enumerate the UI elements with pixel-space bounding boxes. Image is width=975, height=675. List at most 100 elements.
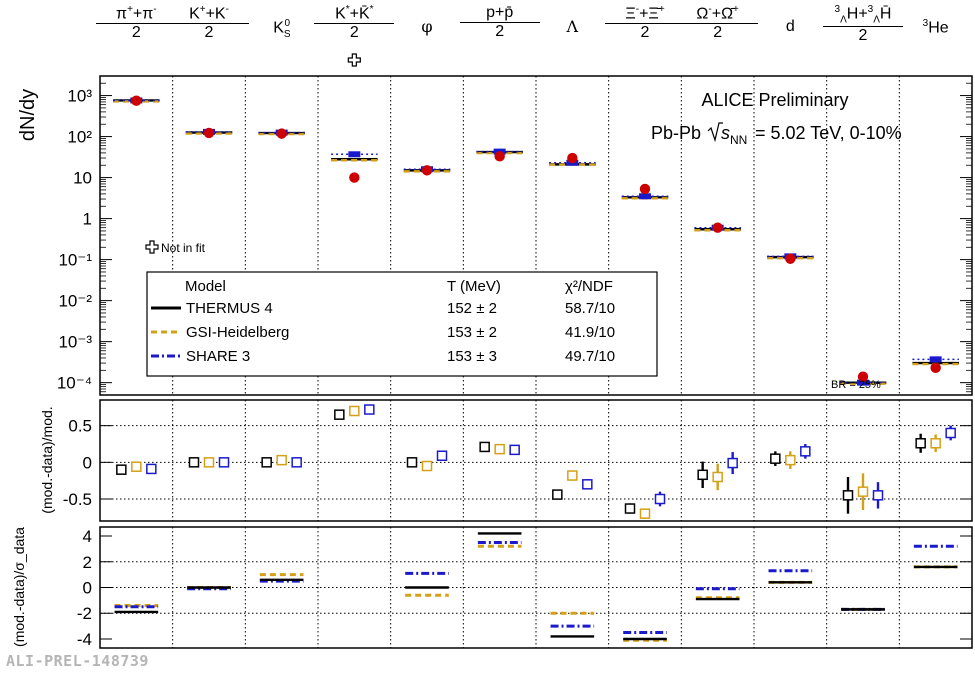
y-axis-label-bottom: (mod.-data)/σ_data bbox=[11, 527, 27, 647]
thermus-ratio-marker bbox=[842, 490, 854, 501]
legend-chi2: 41.9/10 bbox=[565, 324, 615, 341]
gsi-ratio-marker bbox=[494, 443, 505, 455]
annotation-title: ALICE Preliminary bbox=[701, 90, 848, 110]
thermus-ratio-marker bbox=[552, 489, 563, 500]
share-ratio-marker bbox=[582, 479, 593, 490]
particle-label-he3: 3He bbox=[922, 18, 949, 37]
share-ratio-marker bbox=[291, 457, 302, 468]
y-axis-label-top: dN/dy bbox=[17, 89, 39, 141]
thermus-ratio-marker bbox=[188, 457, 200, 468]
legend-header: χ²/NDF bbox=[565, 278, 613, 295]
gsi-ratio-marker bbox=[567, 470, 578, 481]
thermus-ratio-marker bbox=[261, 457, 272, 468]
data-point bbox=[203, 127, 215, 139]
legend-temperature: 153 ± 3 bbox=[447, 348, 497, 365]
particle-label-kaon: K++K- 2 bbox=[169, 4, 249, 42]
y-tick-label: 2 bbox=[83, 553, 92, 572]
particle-label-kstar: K*+K̄* 2 bbox=[314, 4, 395, 42]
data-point bbox=[785, 253, 796, 264]
particle-label-xi: Ξ-+Ξ̄+ 2 bbox=[605, 4, 685, 42]
particle-label-pion: π++π- 2 bbox=[96, 4, 177, 42]
gsi-ratio-marker bbox=[203, 457, 215, 468]
data-point bbox=[857, 371, 869, 382]
particle-label-phi: φ bbox=[421, 17, 433, 36]
gsi-ratio-marker bbox=[639, 508, 651, 519]
annotation-br: BR = 25% bbox=[831, 379, 881, 391]
data-point bbox=[567, 152, 578, 164]
thermus-ratio-marker bbox=[770, 453, 781, 464]
y-tick-label: 0 bbox=[83, 579, 92, 598]
data-point bbox=[639, 183, 651, 195]
y-tick-label: 10⁻³ bbox=[58, 333, 92, 352]
thermus-ratio-marker bbox=[334, 409, 345, 420]
annotation-system: Pb-Pb bbox=[651, 123, 701, 143]
data-point bbox=[712, 222, 723, 233]
legend-model-name: GSI-Heidelberg bbox=[186, 324, 289, 341]
y-tick-label: -4 bbox=[77, 630, 92, 649]
thermus-ratio-marker bbox=[697, 469, 708, 481]
legend-chi2: 49.7/10 bbox=[565, 348, 615, 365]
y-tick-label: 1 bbox=[83, 210, 92, 229]
y-tick-label: 4 bbox=[83, 527, 92, 546]
particle-label-lambda: Λ bbox=[566, 17, 579, 36]
y-tick-label: 10³ bbox=[67, 87, 92, 106]
share-ratio-marker bbox=[945, 427, 956, 439]
data-point bbox=[930, 362, 941, 374]
not-in-fit-legend-marker bbox=[145, 240, 159, 254]
legend-model-name: SHARE 3 bbox=[186, 348, 250, 365]
legend-header: T (MeV) bbox=[447, 278, 501, 295]
y-tick-label: 10⁻⁴ bbox=[57, 374, 92, 393]
annotation-energy: = 5.02 TeV, 0-10% bbox=[755, 123, 902, 143]
y-axis-label-mid: (mod.-data)/mod. bbox=[39, 406, 55, 513]
thermus-ratio-marker bbox=[479, 441, 490, 453]
figure-tag: ALI-PREL-148739 bbox=[6, 652, 149, 670]
share-ratio-marker bbox=[800, 446, 811, 457]
legend-header: Model bbox=[185, 278, 226, 295]
legend-temperature: 152 ± 2 bbox=[447, 300, 497, 317]
data-point bbox=[276, 128, 287, 139]
annotation-nn: NN bbox=[730, 133, 747, 147]
share-ratio-marker bbox=[509, 444, 520, 456]
gsi-ratio-marker bbox=[421, 460, 433, 472]
thermus-ratio-marker bbox=[915, 438, 926, 449]
y-tick-label: -2 bbox=[77, 604, 92, 623]
y-tick-label: 0 bbox=[83, 453, 92, 472]
sqrt-symbol bbox=[707, 122, 723, 143]
share-marker bbox=[348, 151, 361, 158]
share-ratio-marker bbox=[727, 457, 738, 469]
share-marker bbox=[639, 193, 651, 200]
data-point bbox=[349, 172, 360, 183]
y-tick-label: 10⁻² bbox=[58, 292, 92, 311]
legend-temperature: 153 ± 2 bbox=[447, 324, 497, 341]
share-ratio-marker bbox=[146, 463, 157, 475]
gsi-ratio-marker bbox=[930, 438, 941, 449]
not-in-fit-label: Not in fit bbox=[161, 241, 206, 255]
share-ratio-marker bbox=[364, 404, 375, 415]
legend-model-name: THERMUS 4 bbox=[186, 300, 273, 317]
particle-label-k0s: KS0 bbox=[273, 18, 291, 40]
y-tick-label: 10 bbox=[73, 169, 92, 188]
particle-label-omega: Ω-+Ω̄+ 2 bbox=[677, 4, 758, 42]
gsi-ratio-marker bbox=[712, 471, 723, 483]
y-tick-label: -0.5 bbox=[63, 490, 92, 509]
y-tick-label: 10² bbox=[67, 128, 92, 147]
gsi-ratio-marker bbox=[131, 461, 142, 472]
data-point bbox=[494, 151, 505, 162]
gsi-ratio-marker bbox=[857, 486, 869, 497]
thermus-ratio-marker bbox=[406, 457, 418, 468]
data-point bbox=[131, 95, 142, 106]
annotation-s: s bbox=[721, 123, 730, 143]
particle-label-deuteron: d bbox=[785, 18, 795, 35]
share-ratio-marker bbox=[436, 450, 448, 461]
gsi-ratio-marker bbox=[785, 454, 796, 466]
particle-label-hypertriton: 3ΛH+3ΛH̄ 2 bbox=[823, 4, 903, 44]
share-ratio-marker bbox=[872, 490, 884, 501]
not-in-fit-marker bbox=[347, 53, 361, 67]
share-marker bbox=[857, 379, 869, 386]
thermus-ratio-marker bbox=[624, 503, 636, 514]
thermus-ratio-marker bbox=[116, 464, 127, 475]
legend-box bbox=[146, 271, 658, 377]
y-tick-label: 10⁻¹ bbox=[58, 251, 92, 270]
y-tick-label: 0.5 bbox=[68, 417, 92, 436]
data-point bbox=[421, 165, 433, 176]
